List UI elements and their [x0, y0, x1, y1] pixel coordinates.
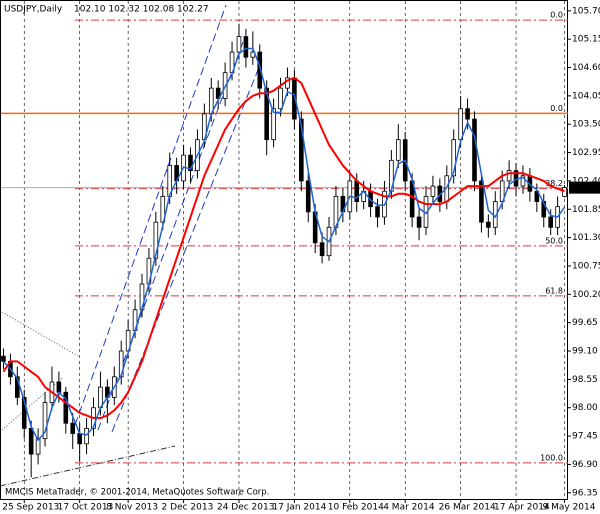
candle-body	[278, 87, 283, 110]
y-tick-label: 105.70	[572, 6, 600, 16]
candle-body	[472, 118, 477, 182]
fib-label: 38.2	[545, 179, 563, 188]
candle-body	[42, 402, 48, 440]
candle-body	[1, 355, 6, 362]
y-tick-label: 97.45	[572, 432, 598, 442]
y-tick-label: 102.95	[572, 148, 600, 158]
y-tick-label: 103.50	[572, 120, 600, 130]
y-tick-label: 101.30	[572, 233, 600, 243]
x-tick-label: 24 Dec 2013	[217, 503, 275, 513]
y-tick-label: 98.55	[572, 375, 598, 385]
y-tick-label: 98.00	[572, 403, 598, 413]
fib-label: 100.0	[540, 453, 563, 462]
moving-average	[2, 47, 566, 442]
y-tick-label: 102.40	[572, 176, 600, 186]
candle-body	[506, 170, 512, 182]
triangle-line	[0, 445, 176, 487]
candle-body	[375, 206, 380, 218]
y-tick-label: 96.90	[572, 460, 598, 470]
last-price-label: 102.27	[571, 183, 600, 193]
candle-body	[160, 195, 166, 223]
fib-label: 61.8	[545, 286, 563, 295]
y-tick-label: 100.20	[572, 290, 600, 300]
chart-title: USDJPY,Daily	[4, 5, 63, 15]
x-tick-label: 10 Feb 2014	[328, 503, 384, 513]
copyright: MMCIS MetaTrader, © 2001-2014, MetaQuote…	[5, 488, 269, 498]
candle-body	[236, 36, 242, 53]
candle-body	[520, 175, 526, 187]
candle-body	[28, 427, 34, 455]
y-tick-label: 99.10	[572, 347, 598, 357]
x-tick-label: 2 Dec 2013	[162, 503, 214, 513]
candle-body	[56, 381, 62, 393]
last-price-box	[569, 181, 600, 194]
plot-frame	[0, 0, 568, 500]
y-tick-label: 99.65	[572, 318, 598, 328]
y-tick-label: 101.85	[572, 205, 600, 215]
candle-body	[299, 118, 304, 182]
fib-label: 0.0	[550, 11, 563, 20]
candle-body	[21, 397, 27, 429]
candle-body	[430, 185, 436, 197]
y-tick-label: 104.05	[572, 91, 600, 101]
candle-body	[63, 391, 69, 424]
channel-line	[74, 4, 227, 426]
candle-body	[153, 221, 159, 259]
candle-body	[458, 108, 463, 141]
candle-body	[395, 139, 401, 161]
candle-body	[243, 36, 249, 58]
channel-line	[111, 59, 263, 433]
channel-line	[97, 41, 244, 431]
candle-body	[305, 180, 311, 213]
y-tick-label: 105.15	[572, 35, 600, 45]
candle-body	[548, 216, 553, 228]
x-tick-label: 17 Jan 2014	[272, 503, 326, 513]
candle-body	[118, 350, 124, 378]
candle-body	[479, 180, 484, 223]
x-tick-label: 25 Sep 2013	[2, 503, 59, 513]
x-tick-label: 17 Apr 2014	[494, 503, 550, 513]
candle-body	[562, 187, 567, 197]
y-tick-label: 104.60	[572, 63, 600, 73]
candle-body	[264, 87, 269, 141]
y-tick-label: 96.35	[572, 488, 598, 498]
candle-body	[486, 221, 491, 228]
candle-body	[271, 108, 276, 141]
candle-body	[416, 216, 422, 228]
candle-body	[257, 51, 263, 89]
x-tick-label: 26 Mar 2014	[439, 503, 496, 513]
candle-body	[84, 427, 89, 445]
y-tick-label: 100.75	[572, 261, 600, 271]
candle-body	[77, 433, 82, 445]
candle-body	[465, 108, 470, 120]
candle-body	[451, 139, 457, 177]
x-tick-label: 9 May 2014	[543, 503, 596, 513]
x-tick-label: 8 Nov 2013	[106, 503, 158, 513]
candle-body	[70, 422, 76, 434]
x-tick-label: 17 Oct 2013	[58, 503, 114, 513]
candle-body	[188, 154, 193, 172]
chart-subtitle: 102.10 102.32 102.08 102.27	[74, 5, 209, 15]
fib-label: 0.0	[550, 104, 563, 113]
fib-label: 50.0	[545, 236, 563, 245]
x-tick-label: 4 Mar 2014	[383, 503, 435, 513]
candle-body	[319, 242, 325, 257]
